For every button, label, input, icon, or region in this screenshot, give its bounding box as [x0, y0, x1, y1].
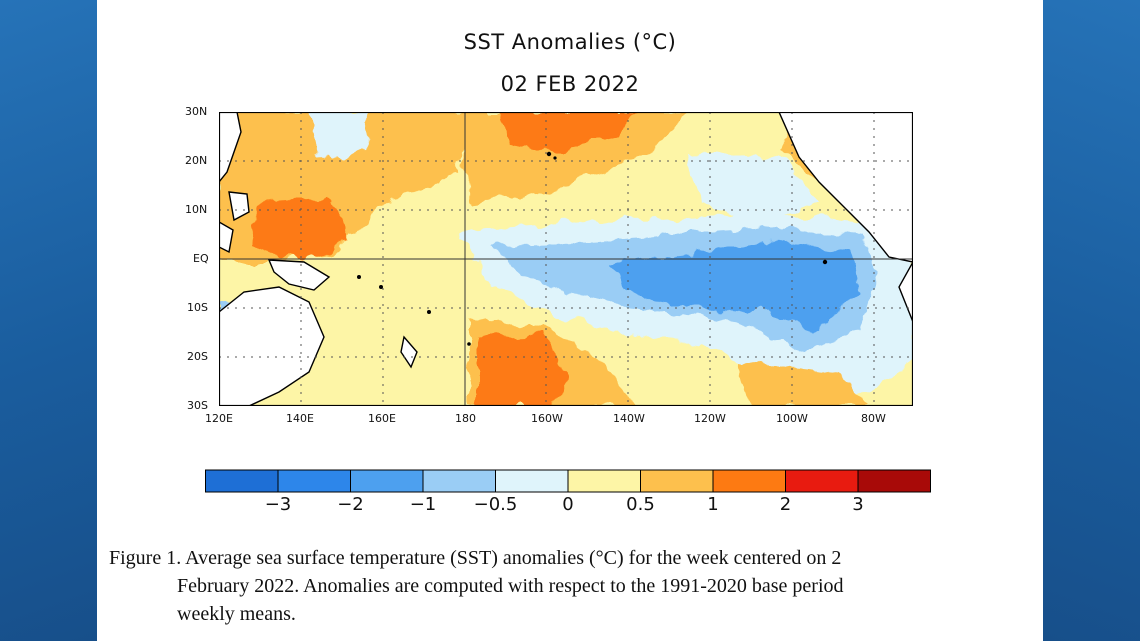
land-masses: [219, 112, 913, 406]
island-dots: [357, 151, 828, 346]
australia-land: [219, 286, 325, 406]
lon-label-100w: 100W: [776, 412, 808, 425]
caption-line-1: Figure 1. Average sea surface temperatur…: [109, 547, 842, 569]
colorbar-box-8: [712, 469, 786, 493]
colorbar-boxes: [205, 469, 931, 493]
colorbar-label-6: 0.5: [626, 494, 655, 515]
lon-label-120e: 120E: [205, 412, 233, 425]
lon-label-140e: 140E: [286, 412, 314, 425]
map-frame: [219, 112, 913, 406]
caption-line-3: weekly means.: [177, 603, 296, 625]
lat-label-30s: 30S: [187, 399, 208, 412]
graticule: [219, 112, 913, 406]
americas-north-land: [778, 112, 913, 263]
central-cool-patch: [689, 152, 819, 222]
colorbar-box-5: [495, 469, 569, 493]
lon-label-140w: 140W: [613, 412, 645, 425]
lat-label-30n: 30N: [185, 105, 208, 118]
borneo-land: [219, 221, 234, 254]
lat-label-10s: 10S: [187, 301, 208, 314]
colorbar-labels: −3 −2 −1 −0.5 0 0.5 1 2 3: [265, 494, 864, 515]
cold-tongue-core: [609, 242, 859, 332]
philippines-land: [228, 191, 250, 222]
colorbar-box-10: [857, 469, 931, 493]
caption-line-2: February 2022. Anomalies are computed wi…: [177, 575, 844, 597]
colorbar-label-8: 2: [780, 494, 791, 515]
north-cool-patch: [309, 112, 369, 157]
colorbar-label-2: −2: [337, 494, 364, 515]
asia-land: [219, 112, 242, 184]
lon-label-120w: 120W: [694, 412, 726, 425]
lon-label-80w: 80W: [861, 412, 886, 425]
new-caledonia-land: [400, 335, 418, 369]
lon-label-160e: 160E: [368, 412, 396, 425]
colorbar-box-2: [277, 469, 351, 493]
sst-anomaly-map: [219, 112, 913, 406]
colorbar-label-7: 1: [707, 494, 718, 515]
background-left: [0, 0, 97, 641]
figure-panel: SST Anomalies (°C) 02 FEB 2022 30N 20N 1…: [97, 0, 1043, 641]
colorbar-box-3: [350, 469, 424, 493]
colorbar: −3 −2 −1 −0.5 0 0.5 1 2 3: [205, 469, 931, 515]
colorbar-label-9: 3: [852, 494, 863, 515]
west-hot-spot: [249, 197, 349, 262]
colorbar-box-6: [567, 469, 641, 493]
colorbar-label-3: −1: [410, 494, 437, 515]
background-right: [1043, 0, 1140, 641]
lat-label-10n: 10N: [185, 203, 208, 216]
colorbar-box-4: [422, 469, 496, 493]
colorbar-label-5: 0: [562, 494, 573, 515]
colorbar-label-1: −3: [265, 494, 292, 515]
colorbar-box-7: [640, 469, 714, 493]
south-america-land: [898, 260, 913, 323]
north-hot-spot: [499, 112, 639, 152]
colorbar-box-1: [205, 469, 279, 493]
map-title: SST Anomalies (°C): [463, 30, 677, 54]
lat-label-eq: EQ: [193, 252, 209, 265]
new-guinea-land: [267, 259, 331, 291]
lon-label-160w: 160W: [531, 412, 563, 425]
anomaly-fields: [219, 112, 913, 406]
lat-label-20n: 20N: [185, 154, 208, 167]
figure-caption: Figure 1. Average sea surface temperatur…: [109, 544, 1009, 628]
colorbar-box-9: [785, 469, 859, 493]
lon-label-180: 180: [455, 412, 476, 425]
lat-label-20s: 20S: [187, 350, 208, 363]
map-date: 02 FEB 2022: [500, 72, 640, 96]
colorbar-label-4: −0.5: [474, 494, 518, 515]
southeast-warm-region: [739, 362, 869, 406]
